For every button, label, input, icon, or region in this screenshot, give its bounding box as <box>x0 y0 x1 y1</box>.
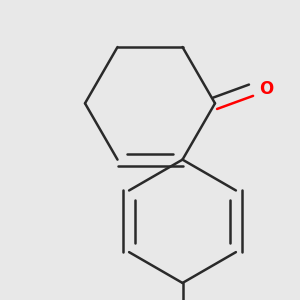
Text: O: O <box>260 80 274 98</box>
